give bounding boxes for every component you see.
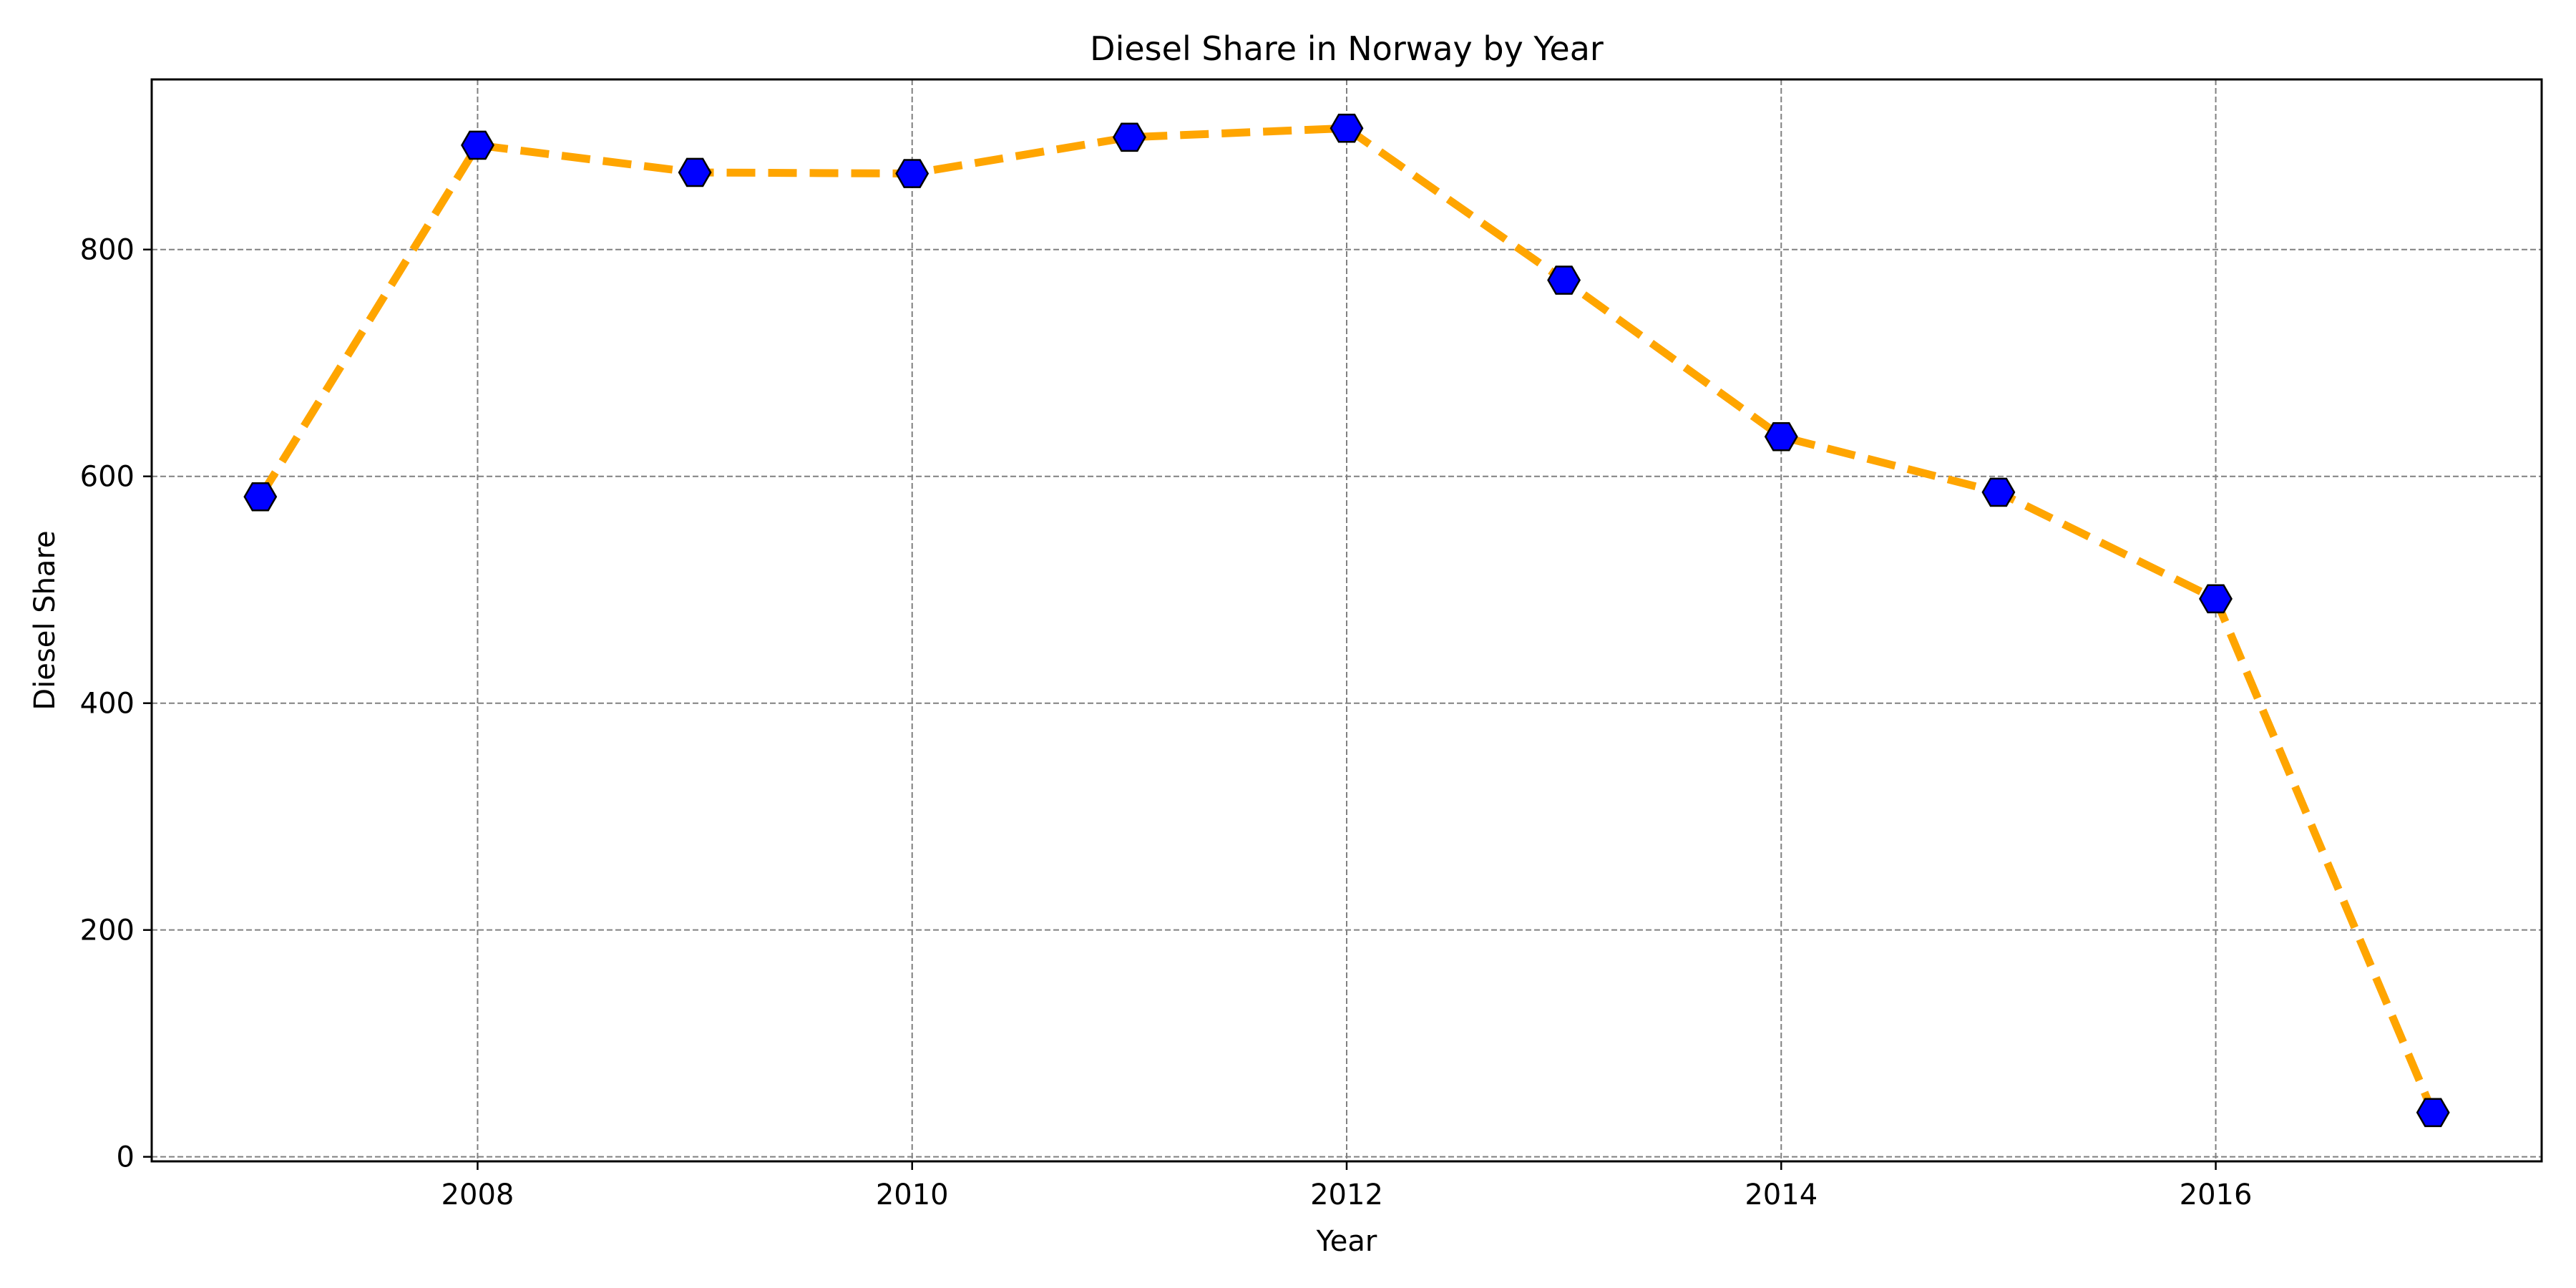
data-point-marker bbox=[461, 130, 494, 160]
x-tick-label: 2016 bbox=[2180, 1179, 2253, 1211]
x-tick-label: 2008 bbox=[441, 1179, 514, 1211]
data-points bbox=[243, 113, 2450, 1128]
x-tick-label: 2012 bbox=[1310, 1179, 1383, 1211]
data-point-marker bbox=[2199, 584, 2233, 614]
x-axis-label: Year bbox=[1316, 1225, 1377, 1258]
y-tick-label: 200 bbox=[80, 914, 135, 947]
data-point-marker bbox=[1764, 421, 1798, 452]
data-point-marker bbox=[1330, 113, 1364, 143]
data-point-marker bbox=[1547, 265, 1581, 295]
data-point-marker bbox=[895, 159, 930, 188]
x-tick-label: 2014 bbox=[1745, 1179, 1818, 1211]
y-tick-label: 800 bbox=[80, 234, 135, 267]
data-point-marker bbox=[678, 157, 712, 187]
data-point-marker bbox=[2416, 1098, 2450, 1128]
data-point-marker bbox=[243, 482, 278, 512]
chart-title: Diesel Share in Norway by Year bbox=[1090, 29, 1604, 68]
y-tick-label: 0 bbox=[117, 1141, 135, 1174]
axis-ticks: 2008 2010 2012 2014 2016 0 200 400 600 800 bbox=[80, 234, 2253, 1211]
data-point-marker bbox=[1112, 122, 1146, 152]
y-axis-label: Diesel Share bbox=[29, 530, 62, 710]
y-tick-label: 400 bbox=[80, 688, 135, 721]
data-point-marker bbox=[1981, 477, 2016, 507]
y-tick-label: 600 bbox=[80, 461, 135, 494]
x-tick-label: 2010 bbox=[876, 1179, 949, 1211]
grid bbox=[152, 79, 2542, 1161]
